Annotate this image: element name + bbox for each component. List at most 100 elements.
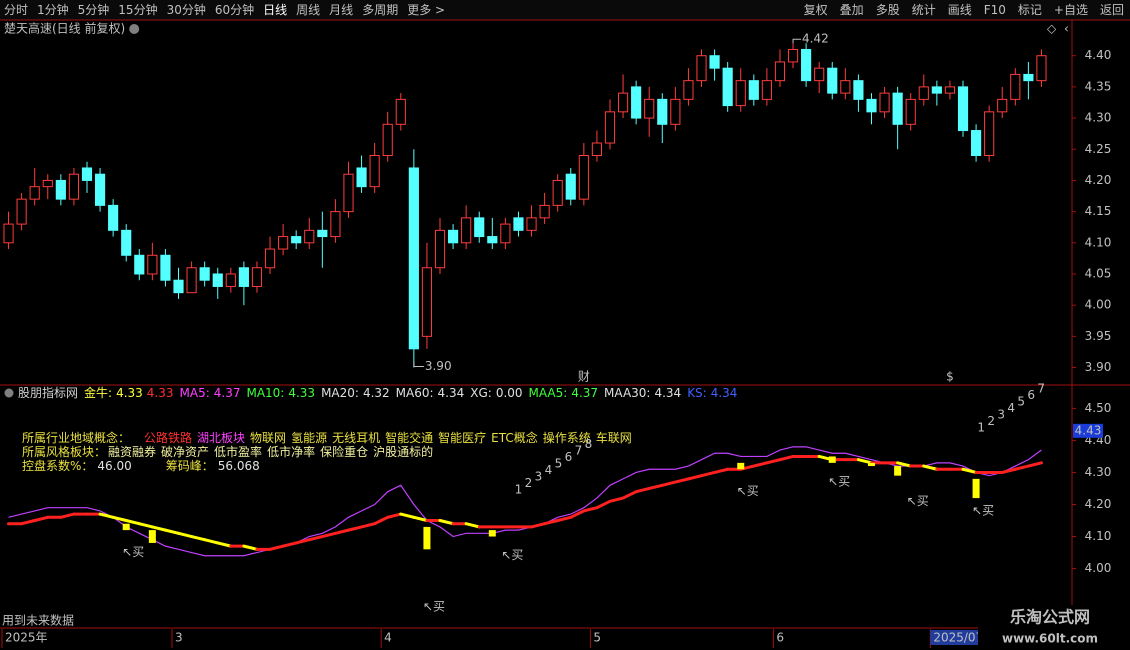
candle-body [944, 86, 956, 94]
concept-label: 所属风格板块： [22, 444, 106, 459]
trend-segment [346, 525, 364, 532]
candle-body [957, 86, 969, 132]
candle-body [108, 204, 119, 231]
watermark-title: 乐淘公式网 [1010, 608, 1090, 627]
wave-count: 6 [1027, 388, 1035, 402]
trend-segment [399, 512, 416, 519]
candle-body [683, 80, 694, 100]
candle-body [840, 80, 851, 94]
trend-segment [373, 515, 390, 526]
concept-item: ETC概念 [491, 430, 538, 445]
candle-body [3, 223, 14, 244]
readout-name: MAA5: [529, 386, 568, 400]
concept-item: 破净资产 [161, 444, 209, 459]
toolbar-button[interactable]: F10 [984, 3, 1006, 17]
x-tick-label: 4 [384, 631, 392, 645]
toolbar-tab[interactable]: 周线 [296, 3, 320, 17]
readout-name: MA20: [321, 386, 359, 400]
toolbar-tab[interactable]: 15分钟 [118, 2, 157, 17]
y-tick-label: 4.50 [1085, 401, 1112, 415]
y-tick-label: 4.05 [1085, 266, 1112, 280]
toolbar-tab[interactable]: 分时 [4, 3, 28, 17]
candle-body [382, 123, 393, 156]
candle-body [238, 267, 249, 287]
wave-count: 4 [1007, 401, 1015, 415]
candle-body [1010, 73, 1021, 100]
trend-segment [621, 490, 638, 500]
trend-segment [543, 519, 560, 526]
toolbar-button[interactable]: 统计 [912, 3, 936, 17]
toolbar-tab[interactable]: 多周期 [362, 3, 398, 17]
readout-value: 4.33 [116, 386, 143, 400]
candle-body [1036, 55, 1047, 82]
toolbar-button[interactable]: 叠加 [840, 3, 864, 17]
trend-segment [647, 483, 664, 490]
trend-segment [752, 461, 769, 468]
readout-value: 4.34 [438, 386, 465, 400]
buy-signal: ↖买 [907, 494, 929, 508]
toolbar-tab[interactable]: 5分钟 [78, 2, 110, 17]
low-pointer [413, 361, 424, 368]
wave-count: 3 [997, 408, 1005, 422]
readout-name: KS: [687, 386, 707, 400]
diamond-icon[interactable]: ◇ [1047, 22, 1057, 36]
candle-body [68, 173, 79, 200]
indicator-menu-icon[interactable] [4, 388, 14, 398]
toolbar-tab[interactable]: 60分钟 [215, 2, 254, 17]
concept-item: 氢能源 [291, 430, 327, 445]
toolbar-button[interactable]: 画线 [948, 3, 972, 17]
candle-body [827, 67, 838, 94]
candle-body [866, 98, 877, 113]
candle-body [722, 67, 733, 107]
concept-item: 车联网 [596, 430, 632, 445]
toolbar-tab[interactable]: 日线 [263, 3, 287, 17]
y-tick-label: 4.30 [1085, 465, 1112, 479]
readout-value: 4.37 [214, 386, 241, 400]
signal-bar [867, 462, 875, 467]
candle-body [317, 229, 328, 238]
candle-body [892, 92, 903, 125]
toolbar-tab[interactable]: 月线 [329, 3, 353, 17]
trend-segment [163, 528, 181, 535]
toolbar-button[interactable]: 多股 [876, 3, 900, 17]
concept-item: 融资融券 [108, 444, 156, 459]
y-tick-label: 4.20 [1085, 173, 1112, 187]
toolbar-tab[interactable]: 更多 > [407, 3, 445, 17]
readout-value: 4.33 [288, 386, 315, 400]
candle-body [631, 86, 642, 119]
concept-item: 沪股通标的 [373, 444, 433, 459]
candle-body [526, 217, 537, 231]
trend-segment [582, 506, 599, 513]
candle-body [16, 198, 27, 225]
signal-bar [148, 530, 156, 543]
trend-segment [595, 499, 612, 510]
candle-body [657, 98, 668, 125]
collapse-icon[interactable]: ‹ [1064, 22, 1069, 36]
trend-segment [360, 522, 377, 529]
toolbar-tab[interactable]: 1分钟 [37, 2, 69, 17]
candle-body [774, 61, 786, 82]
x-tick-label: 3 [175, 631, 183, 645]
trend-segment [111, 515, 128, 523]
candle-body [134, 254, 145, 275]
toolbar-button[interactable]: 复权 [804, 3, 828, 17]
readout-name: MA10: [246, 386, 284, 400]
toolbar-button[interactable]: +自选 [1054, 3, 1088, 17]
title-menu-icon[interactable] [129, 24, 140, 34]
readout-name: 金牛: [84, 385, 112, 400]
candle-body [984, 111, 995, 156]
trend-segment [438, 519, 455, 526]
signal-bar [488, 530, 496, 537]
toolbar-button[interactable]: 返回 [1100, 3, 1124, 17]
trend-segment [281, 541, 298, 548]
candle-body [801, 48, 812, 82]
toolbar-tab[interactable]: 30分钟 [167, 2, 206, 17]
wave-count: 4 [545, 463, 553, 477]
candle-body [735, 80, 746, 107]
toolbar-button[interactable]: 标记 [1018, 3, 1042, 17]
stat-label: 控盘系数%： [22, 458, 93, 473]
event-marker[interactable]: 财 [578, 370, 590, 384]
event-marker[interactable]: $ [946, 370, 954, 384]
